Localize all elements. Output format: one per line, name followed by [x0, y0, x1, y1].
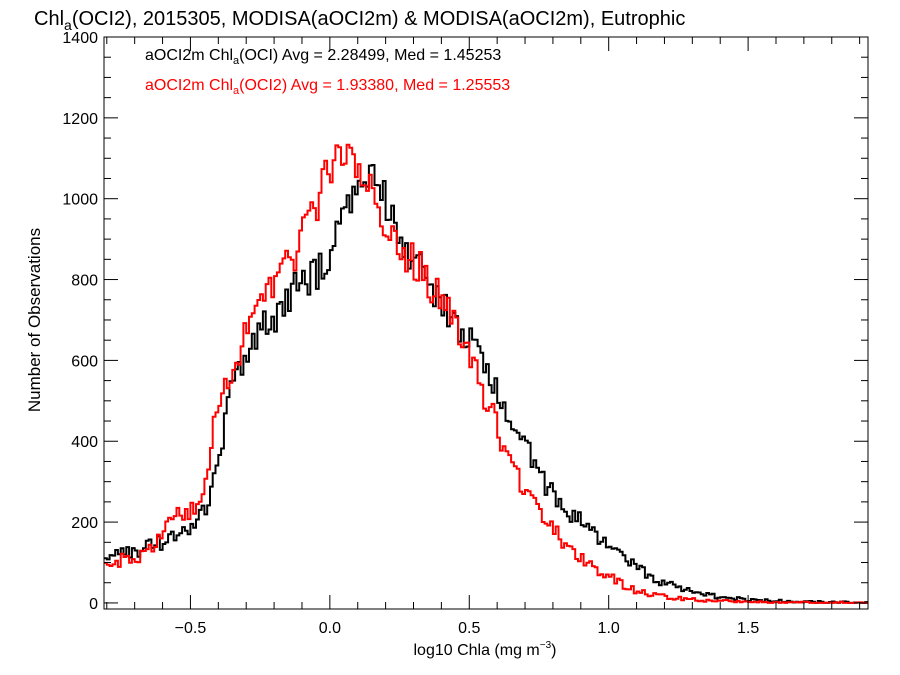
legend-black-pre: aOCI2m Chl [145, 47, 233, 64]
x-tick-label: 1.5 [737, 620, 759, 637]
x-axis-label: log10 Chla (mg m−3) [413, 640, 556, 659]
x-tick-label: 0.5 [458, 620, 480, 637]
x-tick-label: 0.0 [319, 620, 341, 637]
x-tick-label: −0.5 [175, 620, 207, 637]
x-axis-label-sup: −3 [540, 640, 552, 651]
legend-black-sub: a [233, 55, 240, 67]
legend-entry-black: aOCI2m Chla(OCI) Avg = 2.28499, Med = 1.… [145, 47, 501, 67]
legend-black-post: (OCI) Avg = 2.28499, Med = 1.45253 [239, 47, 501, 64]
series-line-red [104, 143, 868, 604]
y-tick-label: 600 [71, 353, 98, 370]
chart-title-post: (OCI2), 2015305, MODISA(aOCI2m) & MODISA… [72, 8, 686, 30]
y-tick-label: 0 [89, 596, 98, 613]
series-group [104, 143, 868, 604]
x-axis-label-post: ) [551, 642, 556, 659]
y-tick-label: 400 [71, 434, 98, 451]
legend-entry-red: aOCI2m Chla(OCI2) Avg = 1.93380, Med = 1… [145, 77, 510, 97]
y-tick-label: 1200 [62, 111, 98, 128]
y-tick-label: 200 [71, 515, 98, 532]
y-tick-label: 1000 [62, 192, 98, 209]
y-axis-label: Number of Observations [25, 228, 44, 412]
legend-red-sub: a [233, 85, 240, 97]
chart-title: Chla(OCI2), 2015305, MODISA(aOCI2m) & MO… [34, 8, 685, 33]
chart-title-sub: a [64, 17, 72, 33]
legend-red-post: (OCI2) Avg = 1.93380, Med = 1.25553 [239, 77, 510, 94]
tick-group: 0 200 400 600 800 1000 1200 1400 −0.5 0.0 0.5 1.0 1.… [62, 30, 868, 637]
x-tick-label: 1.0 [598, 620, 620, 637]
plot-frame [103, 36, 869, 610]
y-tick-label: 800 [71, 273, 98, 290]
chart-title-pre: Chl [34, 8, 64, 30]
x-axis-label-pre: log10 Chla (mg m [413, 642, 539, 659]
y-tick-label: 1400 [62, 30, 98, 47]
legend-red-pre: aOCI2m Chl [145, 77, 233, 94]
